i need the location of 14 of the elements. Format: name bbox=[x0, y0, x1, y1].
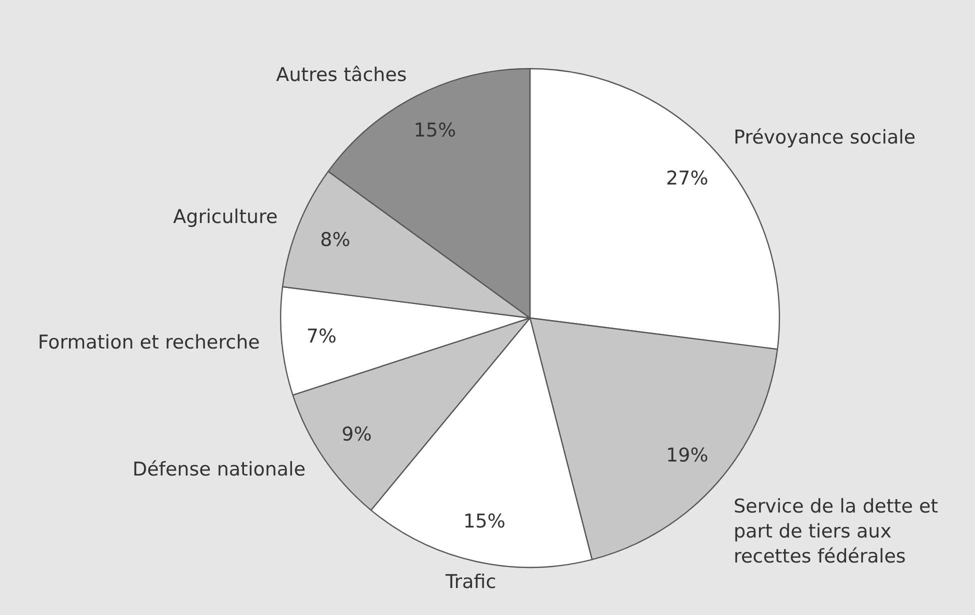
data-label: 15% bbox=[463, 510, 506, 532]
slice-label: Agriculture bbox=[173, 206, 278, 228]
data-label: 7% bbox=[306, 326, 337, 348]
slice-label: Trafic bbox=[444, 570, 496, 593]
data-label: 15% bbox=[414, 119, 456, 142]
slice-label: Service de la dette et part de tiers aux recettes fédérales bbox=[734, 495, 938, 568]
slice-label: Défense nationale bbox=[132, 458, 306, 480]
data-label: 9% bbox=[342, 424, 372, 446]
slice-label: Formation et recherche bbox=[38, 331, 260, 354]
slice-label: Autres tâches bbox=[276, 64, 407, 86]
data-label: 8% bbox=[320, 228, 350, 251]
data-label: 27% bbox=[666, 167, 708, 190]
slice-label: Prévoyance sociale bbox=[734, 126, 916, 148]
data-label: 19% bbox=[666, 444, 708, 466]
